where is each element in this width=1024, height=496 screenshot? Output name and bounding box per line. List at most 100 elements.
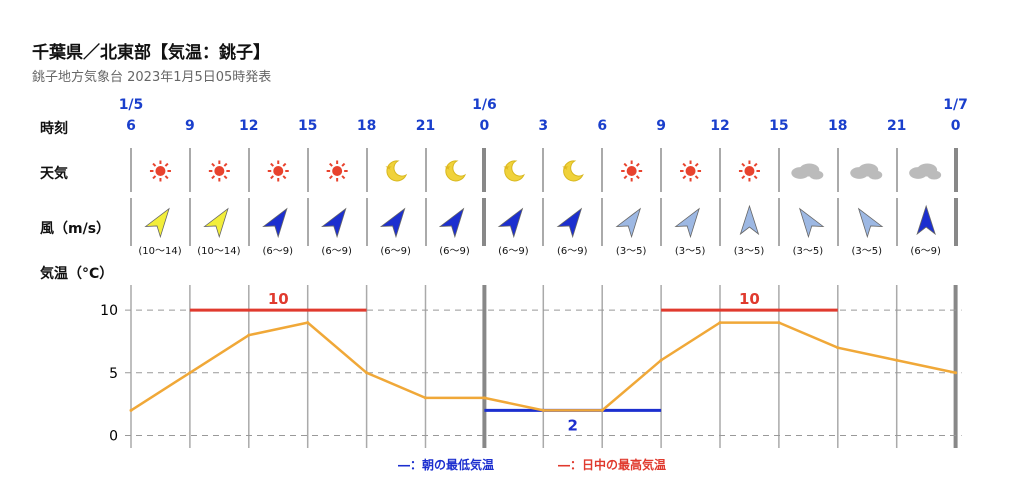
svg-text:★: ★ [503,163,510,172]
temperature-point [247,333,251,337]
wind-arrow-icon [615,207,642,239]
hour-label: 15 [297,118,318,134]
hour-label: 6 [126,118,136,134]
wind-speed-label: (3〜5) [792,246,824,257]
wind-arrow-icon [144,207,170,239]
column-divider [247,198,250,246]
sun-icon [621,160,643,182]
hour-label: 21 [415,118,436,134]
sun-icon [680,160,702,182]
moon-icon: ★ [503,160,525,182]
hour-label: 6 [597,118,608,134]
moon-icon: ★ [385,160,408,182]
max-temp-label: 10 [268,290,289,308]
wind-speed-label: (10〜14) [197,246,241,257]
wind-speed-label: (6〜9) [439,246,470,257]
temperature-point [365,371,369,375]
cloud-icon [791,163,824,180]
wind-speed-label: (6〜9) [321,246,352,257]
temperature-point [718,321,722,325]
column-divider [365,148,368,192]
weather-row-label: 天気 [40,166,68,182]
moon-icon: ★ [562,160,584,182]
sun-icon [326,160,348,182]
temperature-point [541,408,545,412]
hour-label: 3 [538,118,549,134]
y-tick-label: 10 [100,303,118,319]
hour-label: 0 [950,118,961,134]
time-row-label: 時刻 [40,121,68,137]
wind-speed-label: (6〜9) [380,246,411,257]
column-divider [188,198,191,246]
page-title: 千葉県／北東部【気温：銚子】 [32,43,270,63]
sun-icon [267,160,289,182]
temperature-point [482,396,486,400]
hour-label: 15 [769,118,789,134]
wind-arrow-icon [321,207,347,239]
hour-label: 0 [479,118,490,134]
temperature-point [306,321,310,325]
wind-arrow-icon [739,204,760,236]
temperature-point [836,346,840,350]
temperature-point [424,396,427,400]
column-divider [247,148,250,192]
column-divider [777,198,780,246]
hour-label: 9 [656,118,666,134]
svg-text:★: ★ [562,163,569,172]
legend-min: ―：朝の最低気温 [398,458,495,472]
column-divider [601,148,604,192]
temperature-point [129,408,133,412]
wind-speed-label: (6〜9) [262,246,294,257]
wind-arrow-icon [916,204,936,236]
date-label: 1/6 [472,97,497,113]
temperature-point [659,358,663,362]
min-temp-label: 2 [568,416,578,434]
page-subtitle: 銚子地方気象台 2023年1月5日05時発表 [32,70,272,85]
wind-arrow-icon [203,207,229,239]
column-divider [542,148,545,192]
temperature-point [188,371,192,375]
column-divider [953,148,958,192]
hour-label: 12 [239,118,259,134]
column-divider [130,198,132,246]
wind-speed-label: (6〜9) [910,246,941,257]
wind-arrow-icon [674,207,700,239]
wind-arrow-icon [262,207,288,239]
wind-speed-label: (3〜5) [674,246,706,257]
column-divider [895,198,898,246]
max-temp-label: 10 [739,290,760,308]
column-divider [365,198,368,246]
wind-arrow-icon [438,207,465,239]
column-divider [836,148,839,192]
wind-arrow-icon [798,207,825,239]
column-divider [660,148,663,192]
column-divider [306,148,309,192]
column-divider [836,198,839,246]
wind-speed-label: (6〜9) [498,246,529,257]
column-divider [424,198,427,246]
hour-label: 21 [886,118,907,134]
hour-label: 18 [828,118,848,134]
y-tick-label: 5 [109,366,118,382]
column-divider [719,148,721,192]
column-divider [777,148,780,192]
sun-icon [149,160,171,182]
cloud-icon [909,163,942,180]
column-divider [424,148,427,192]
temperature-point [895,358,899,362]
temp-row-label: 気温（°C） [40,266,114,282]
hour-label: 18 [356,118,377,134]
wind-speed-label: (6〜9) [557,246,588,257]
moon-icon: ★ [444,160,467,182]
temperature-point [600,408,604,412]
column-divider [660,198,663,246]
column-divider [542,198,545,246]
wind-speed-label: (10〜14) [138,246,182,257]
column-divider [895,148,898,192]
wind-speed-label: (3〜5) [733,246,765,257]
column-divider [601,198,604,246]
column-divider [130,148,132,192]
column-divider [953,198,958,246]
wind-arrow-icon [556,207,583,239]
